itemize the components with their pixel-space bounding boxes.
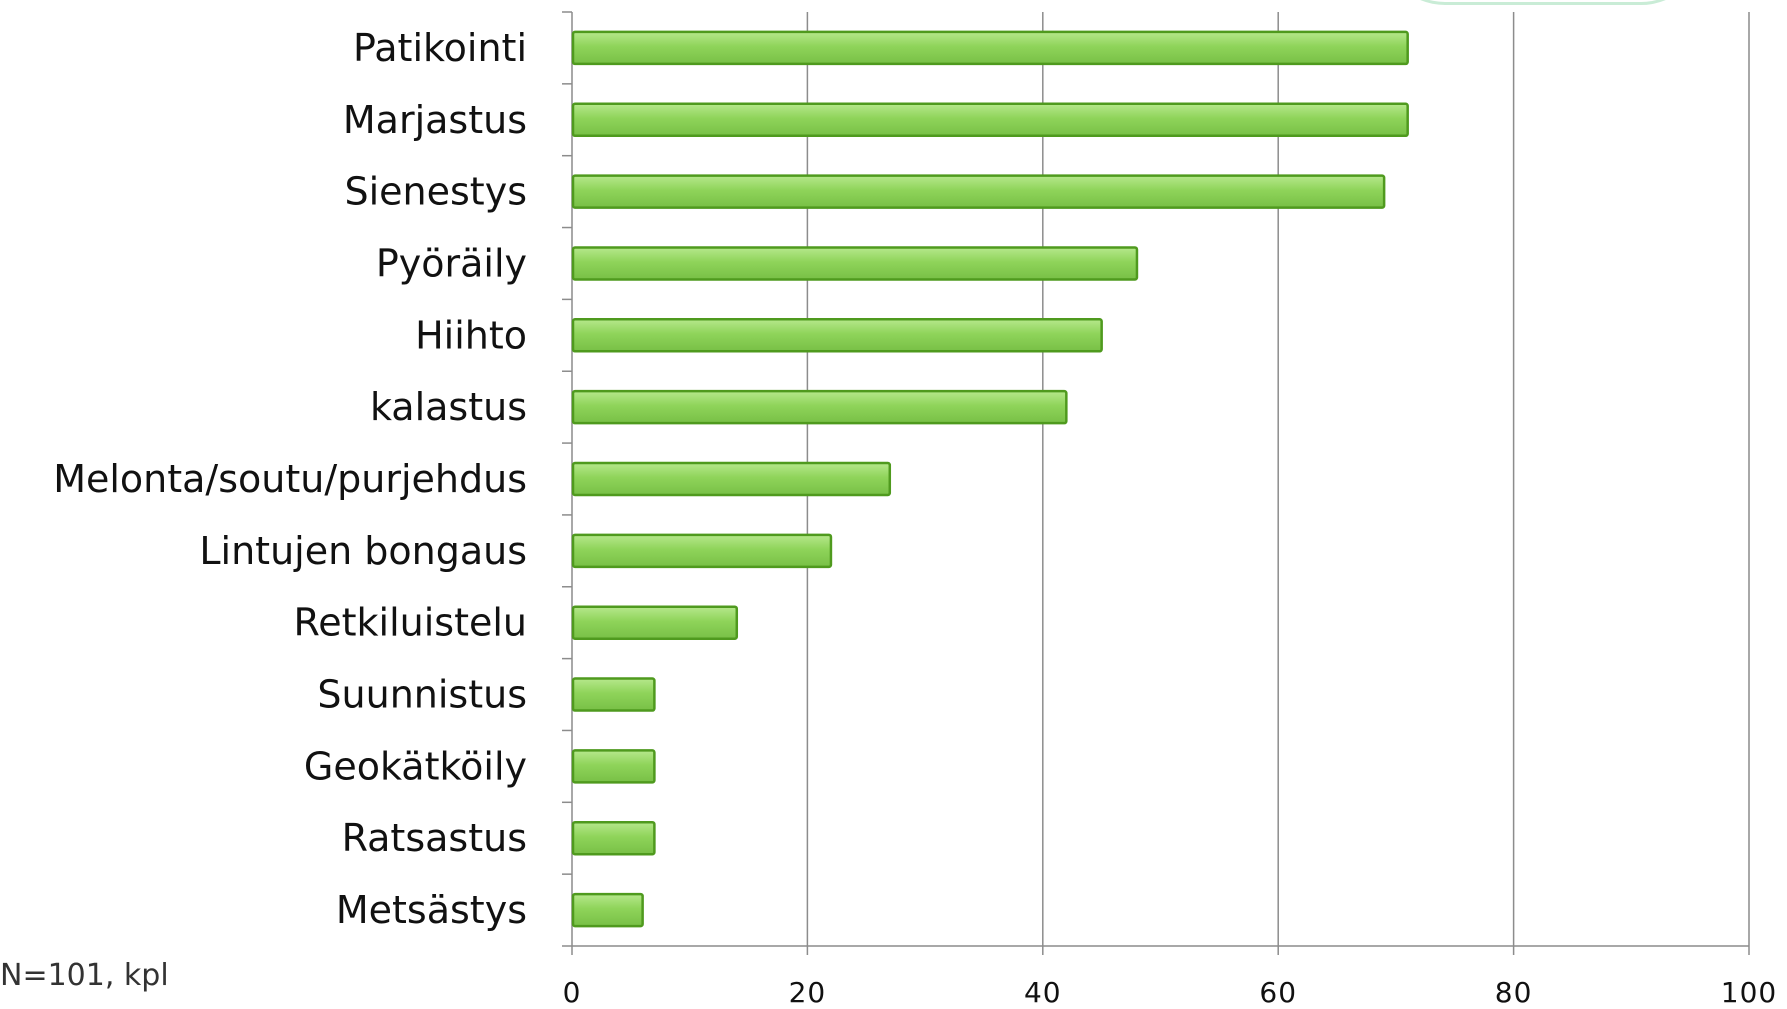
x-tick-label: 40 (1024, 976, 1062, 1009)
bar (571, 102, 1409, 138)
x-tick-label: 20 (789, 976, 827, 1009)
bars (571, 30, 1409, 928)
bar (571, 749, 656, 784)
category-label: Lintujen bongaus (199, 529, 527, 573)
bar (571, 389, 1068, 425)
category-labels: Patikointi Marjastus Sienestys Pyöräily Hiih… (53, 26, 527, 932)
category-label: Pyöräily (376, 241, 527, 285)
category-label: Melonta/soutu/purjehdus (53, 457, 527, 501)
category-label: Retkiluistelu (294, 601, 527, 645)
bar (571, 892, 644, 928)
x-tick-label: 0 (563, 976, 582, 1009)
bar (571, 533, 833, 569)
category-label: kalastus (370, 385, 527, 429)
gridlines (806, 12, 1750, 946)
bar (571, 820, 656, 856)
category-label: Sienestys (344, 170, 527, 214)
bar (571, 677, 656, 712)
tick-labels: 0 20 40 60 80 100 (563, 976, 1777, 1009)
category-label: Metsästys (336, 888, 527, 932)
category-label: Ratsastus (342, 816, 527, 860)
bar (571, 30, 1409, 66)
category-label: Hiihto (415, 313, 527, 357)
bar (571, 318, 1103, 353)
bar (571, 461, 892, 497)
bar (571, 605, 739, 640)
sample-size-note: N=101, kpl (0, 958, 169, 993)
category-label: Suunnistus (317, 673, 527, 717)
x-tick-label: 80 (1495, 976, 1533, 1009)
bar (571, 174, 1386, 209)
category-label: Patikointi (353, 26, 527, 70)
bar (571, 246, 1139, 281)
category-label: Marjastus (343, 98, 527, 142)
x-tick-label: 60 (1259, 976, 1297, 1009)
category-label: Geokätköily (304, 744, 527, 788)
x-tick-label: 100 (1721, 976, 1777, 1009)
